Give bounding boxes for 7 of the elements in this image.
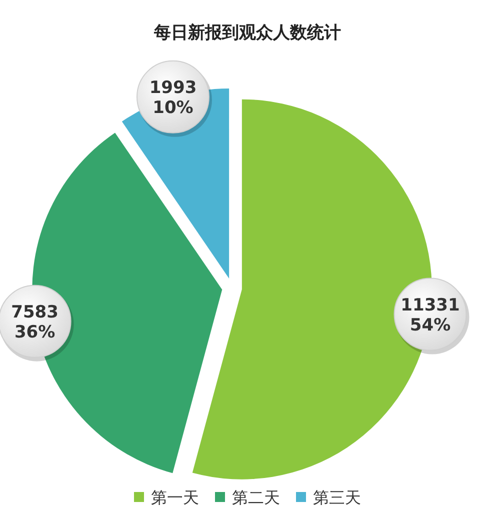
data-label: 7583 36% [11, 302, 58, 342]
legend-label: 第一天 [151, 488, 199, 507]
data-label: 1993 10% [149, 78, 197, 118]
legend-label: 第二天 [232, 488, 280, 507]
chart-title: 每日新报到观众人数统计 [153, 23, 341, 43]
legend-label: 第三天 [313, 488, 361, 507]
data-label: 11331 54% [400, 295, 460, 336]
